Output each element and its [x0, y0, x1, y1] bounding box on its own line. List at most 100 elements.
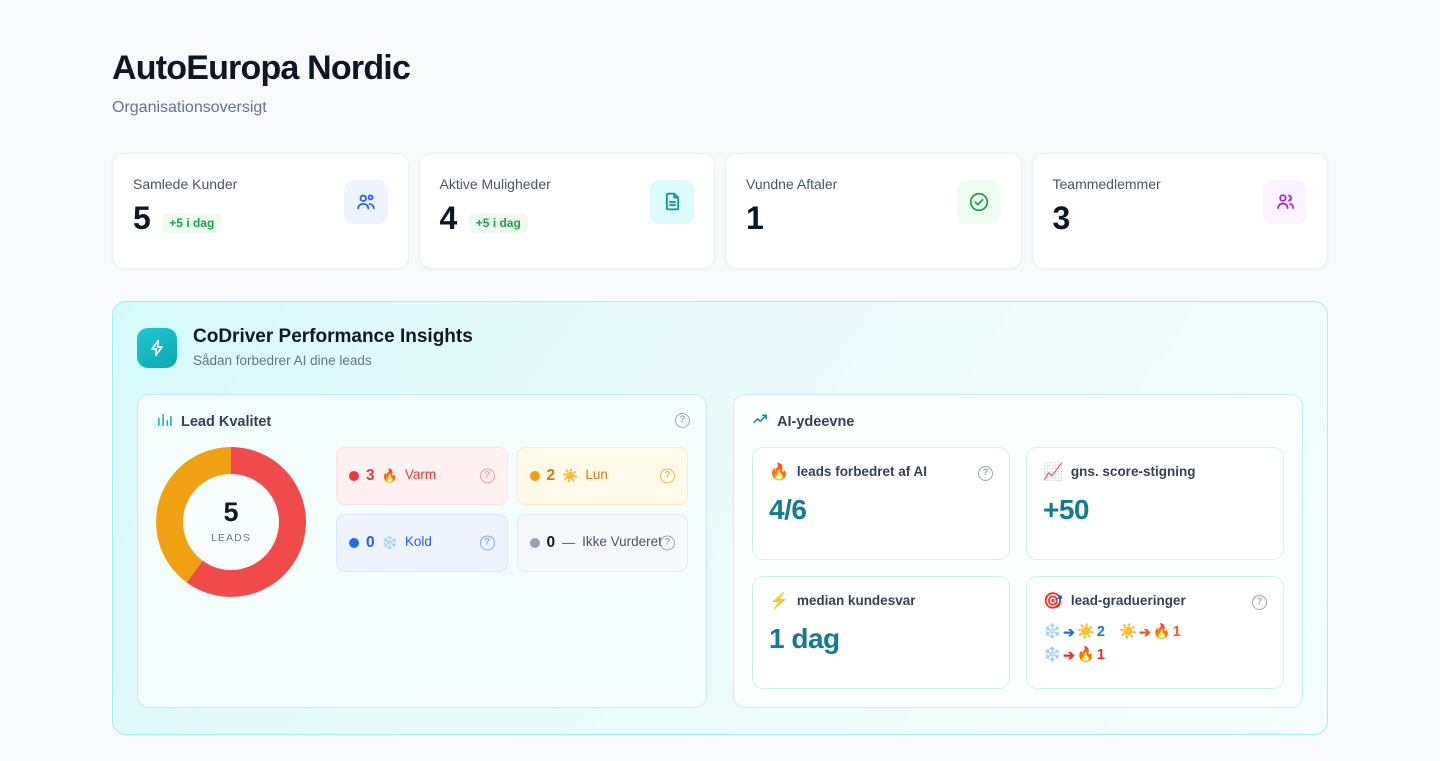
stat-value: 3	[1052, 200, 1071, 237]
gradueringer-help-icon[interactable]: ?	[1252, 594, 1267, 610]
metric-label: median kundesvar	[796, 593, 916, 609]
arrow-right-icon: ➔	[1063, 623, 1075, 640]
legend-pill-varm[interactable]: 3 🔥 Varm ?	[336, 446, 508, 505]
status-dot-lun	[529, 470, 540, 481]
metric-label: lead-gradueringer	[1070, 593, 1186, 609]
graduering-kold-til-lun: ❄️ ➔ ☀️ 2	[1043, 621, 1105, 644]
legend-count: 0	[366, 533, 375, 551]
legend-label: Varm	[404, 467, 437, 483]
stat-card-vundne-aftaler[interactable]: Vundne Aftaler 1	[725, 152, 1022, 269]
dashboard-page: AutoEuropa Nordic Organisationsoversigt …	[112, 49, 1328, 735]
graduering-kold-til-varm: ❄️ ➔ 🔥 1	[1043, 644, 1105, 667]
stat-card-teammedlemmer[interactable]: Teammedlemmer 3	[1031, 152, 1328, 269]
codriver-title: CoDriver Performance Insights	[193, 325, 473, 347]
stat-label: Teammedlemmer	[1052, 175, 1161, 192]
users-icon	[1263, 179, 1307, 224]
trending-up-icon	[752, 411, 769, 433]
graduering-count: 1	[1096, 646, 1105, 663]
stat-badge: +5 i dag	[162, 213, 222, 234]
lead-quality-header: Lead Kvalitet	[156, 411, 688, 433]
gradueringer-rows: ❄️ ➔ ☀️ 2 ☀️ ➔ 🔥 1	[1043, 621, 1267, 667]
arrow-right-icon: ➔	[1139, 623, 1151, 640]
ai-performance-header: AI-ydeevne	[752, 411, 1284, 433]
metric-value: 4/6	[769, 493, 807, 525]
lead-quality-legend: 3 🔥 Varm ? 2 ☀️ Lun ?	[336, 446, 688, 597]
donut-caption: LEADS	[211, 532, 251, 545]
metric-leads-forbedret[interactable]: 🔥 leads forbedret af AI ? 4/6	[752, 446, 1010, 560]
stat-label: Samlede Kunder	[133, 175, 238, 192]
stat-card-samlede-kunder[interactable]: Samlede Kunder 5 +5 i dag	[112, 152, 409, 269]
stat-value: 4	[439, 200, 458, 237]
sun-emoji-icon: ☀️	[1076, 623, 1095, 640]
fire-emoji-icon: 🔥	[1076, 646, 1095, 663]
fire-emoji-icon: 🔥	[1152, 623, 1171, 640]
legend-label: Kold	[404, 534, 432, 550]
legend-label: Lun	[585, 467, 608, 483]
legend-count: 2	[546, 466, 556, 484]
stat-label: Vundne Aftaler	[746, 175, 838, 192]
fire-emoji-icon: 🔥	[769, 463, 789, 481]
check-circle-icon	[956, 179, 1001, 224]
donut-ring	[156, 446, 306, 597]
graduering-count: 2	[1096, 623, 1105, 640]
lightning-bolt-icon	[137, 327, 177, 368]
metric-label: leads forbedret af AI	[796, 464, 927, 480]
status-dot-kold	[349, 537, 359, 548]
legend-count: 3	[366, 466, 375, 484]
ai-metrics-grid: 🔥 leads forbedret af AI ? 4/6 📈 gns. sco…	[752, 446, 1284, 689]
fire-emoji-icon: 🔥	[381, 467, 398, 483]
codriver-subtitle: Sådan forbedrer AI dine leads	[193, 353, 372, 369]
metric-lead-gradueringer[interactable]: 🎯 lead-gradueringer ? ❄️ ➔ ☀️ 2	[1026, 575, 1284, 689]
stat-card-aktive-muligheder[interactable]: Aktive Muligheder 4 +5 i dag	[418, 152, 715, 269]
status-dot-varm	[349, 470, 359, 481]
dash-icon: —	[562, 535, 576, 551]
stat-badge: +5 i dag	[468, 213, 528, 234]
lead-quality-help-icon[interactable]: ?	[675, 412, 690, 428]
codriver-header: CoDriver Performance Insights Sådan forb…	[137, 326, 1303, 370]
codriver-insights-panel: CoDriver Performance Insights Sådan forb…	[112, 300, 1328, 735]
metric-score-stigning[interactable]: 📈 gns. score-stigning +50	[1026, 446, 1284, 560]
legend-help-icon-kold[interactable]: ?	[479, 535, 495, 551]
stat-cards-row: Samlede Kunder 5 +5 i dag Aktive Mulighe…	[112, 152, 1328, 269]
metric-value: +50	[1043, 493, 1090, 525]
snowflake-emoji-icon: ❄️	[381, 534, 398, 550]
metric-value: 1 dag	[769, 622, 840, 654]
target-emoji-icon: 🎯	[1043, 592, 1063, 610]
snowflake-emoji-icon: ❄️	[1043, 623, 1062, 640]
donut-center-label: 5 LEADS	[156, 447, 306, 597]
graduering-lun-til-varm: ☀️ ➔ 🔥 1	[1119, 621, 1181, 644]
ai-performance-title: AI-ydeevne	[777, 413, 855, 430]
stat-label: Aktive Muligheder	[439, 175, 551, 192]
legend-label: Ikke Vurderet	[582, 534, 662, 550]
lead-quality-donut-chart: 5 LEADS	[156, 446, 306, 597]
lead-quality-card: Lead Kvalitet ? 5 LEADS 3	[137, 393, 707, 708]
sun-emoji-icon: ☀️	[1118, 623, 1137, 640]
metric-median-kundesvar[interactable]: ⚡ median kundesvar 1 dag	[752, 575, 1010, 689]
users-group-icon	[343, 179, 388, 224]
high-voltage-emoji-icon: ⚡	[769, 592, 789, 610]
arrow-right-icon: ➔	[1063, 647, 1075, 664]
gradueringer-row: ❄️ ➔ 🔥 1	[1043, 644, 1267, 667]
bar-chart-icon	[156, 411, 173, 433]
legend-count: 0	[546, 533, 556, 551]
page-subtitle: Organisationsoversigt	[112, 98, 267, 116]
donut-total-value: 5	[223, 497, 239, 528]
legend-pill-kold[interactable]: 0 ❄️ Kold ?	[336, 513, 508, 572]
metric-help-icon[interactable]: ?	[978, 465, 993, 481]
page-title: AutoEuropa Nordic	[112, 49, 411, 87]
legend-help-icon-ikke-vurderet[interactable]: ?	[660, 535, 675, 551]
ai-performance-card: AI-ydeevne 🔥 leads forbedret af AI ? 4/6	[733, 393, 1303, 708]
status-dot-ikke-vurderet	[529, 537, 540, 548]
gradueringer-row: ❄️ ➔ ☀️ 2 ☀️ ➔ 🔥 1	[1043, 621, 1267, 644]
sun-emoji-icon: ☀️	[562, 467, 579, 483]
legend-help-icon-varm[interactable]: ?	[479, 468, 495, 484]
document-icon	[650, 179, 694, 224]
legend-pill-lun[interactable]: 2 ☀️ Lun ?	[516, 446, 688, 505]
graduering-count: 1	[1172, 623, 1181, 640]
snowflake-emoji-icon: ❄️	[1043, 646, 1062, 663]
stat-value: 1	[746, 200, 764, 237]
lead-quality-title: Lead Kvalitet	[181, 413, 272, 430]
legend-pill-ikke-vurderet[interactable]: 0 — Ikke Vurderet ?	[516, 513, 688, 572]
legend-help-icon-lun[interactable]: ?	[660, 468, 675, 484]
stat-value: 5	[133, 200, 151, 237]
